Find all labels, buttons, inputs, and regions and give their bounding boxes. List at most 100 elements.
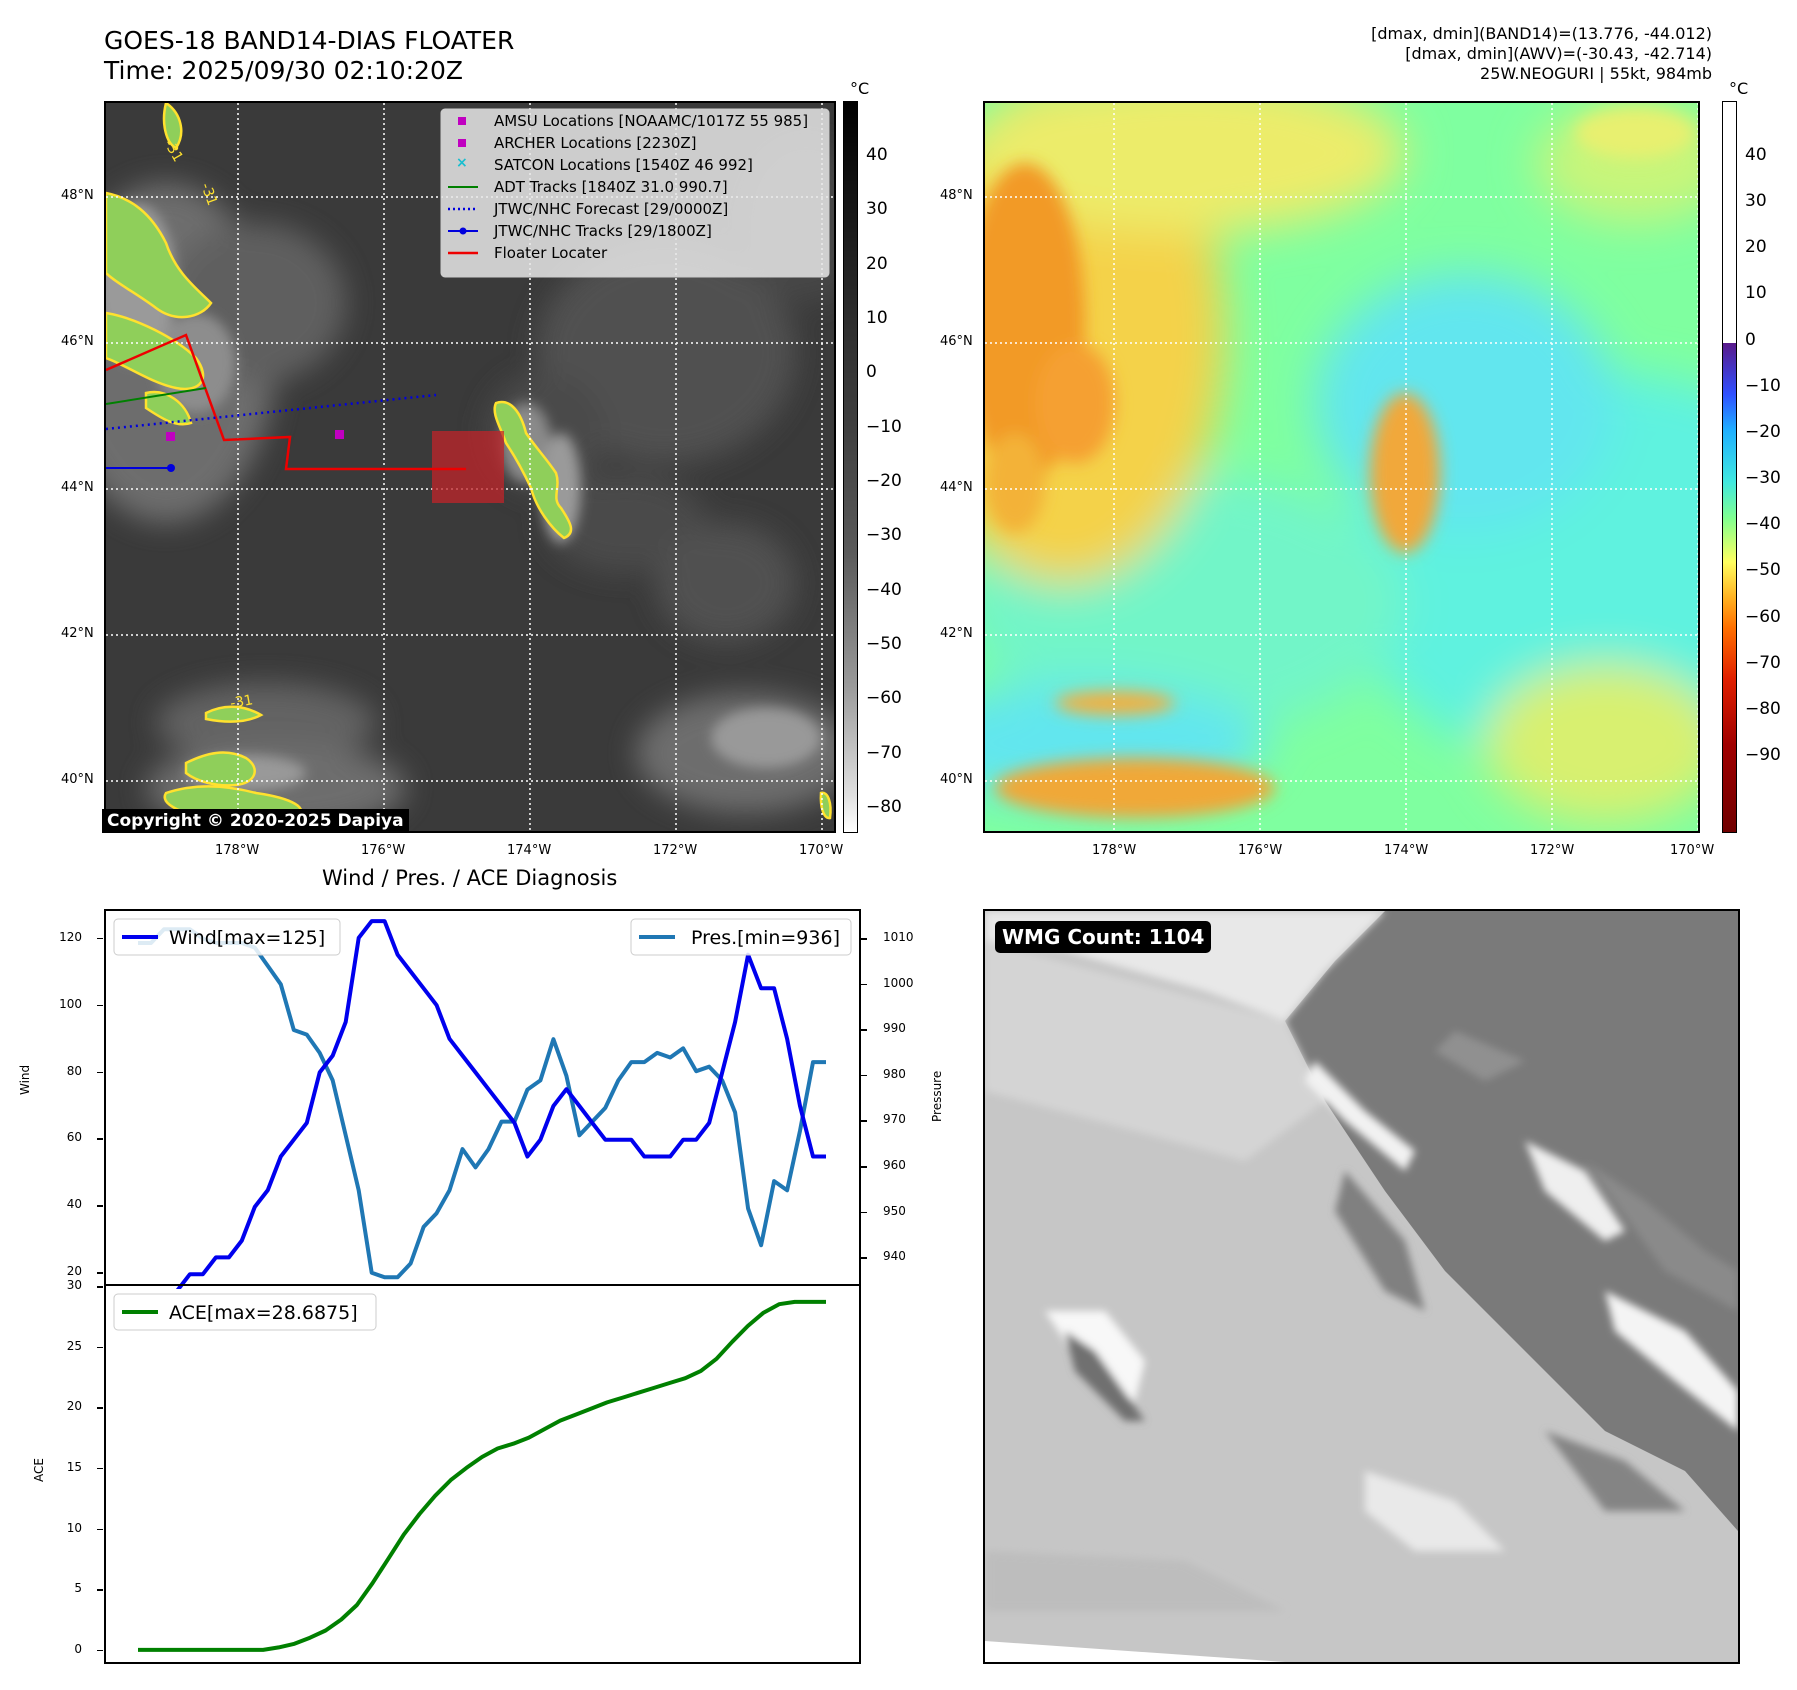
ir-map-image: -31 -31 -31 (106, 103, 834, 831)
figure-time: Time: 2025/09/30 02:10:20Z (104, 56, 463, 85)
colorbar-tick-label: −50 (1745, 560, 1781, 581)
y-tick-mark (97, 1346, 103, 1349)
lat-label: 44°N (61, 480, 94, 495)
lat-label: 40°N (61, 772, 94, 787)
wind-axis-label: Wind (18, 1064, 32, 1095)
y-tick-mark (97, 1272, 103, 1274)
ace-chart: ACE[max=28.6875] (113, 1293, 826, 1652)
colorbar-tick-label: 0 (1745, 329, 1756, 350)
y-tick-mark (97, 1138, 103, 1140)
colorbar-tick-label: −30 (866, 525, 902, 546)
legend-label: AMSU Locations [NOAAMC/1017Z 55 985] (494, 112, 808, 130)
wmg-panel[interactable] (983, 909, 1740, 1664)
colorbar-tick-label: −20 (1745, 421, 1781, 442)
awv-map-panel[interactable] (983, 101, 1700, 833)
y-tick-label: 10 (66, 1520, 82, 1535)
y-tick-label: 950 (883, 1203, 906, 1218)
colorbar-tick-label: −50 (866, 634, 902, 654)
y-tick-label: 980 (883, 1066, 906, 1081)
colorbar-tick-label: −90 (1745, 745, 1781, 765)
band14-range: [dmax, dmin](BAND14)=(13.776, -44.012) (1371, 24, 1712, 43)
y-tick-mark (97, 1004, 103, 1007)
ir-map-panel[interactable]: -31 -31 -31 (104, 101, 836, 833)
lat-label: 48°N (940, 188, 973, 203)
y-tick-mark (97, 1407, 103, 1409)
legend-label: Floater Locater (494, 244, 608, 262)
y-tick-mark (861, 983, 867, 986)
ace-series-line (138, 1299, 826, 1652)
ir-colorbar (843, 101, 858, 833)
y-tick-mark (97, 1071, 103, 1074)
y-tick-label: 25 (66, 1338, 82, 1353)
floater-box[interactable] (432, 431, 504, 503)
legend-label: ARCHER Locations [2230Z] (494, 134, 697, 152)
y-tick-mark (861, 1257, 867, 1259)
legend-satcon-icon: × (456, 155, 468, 171)
y-tick-label: 80 (66, 1063, 82, 1078)
y-tick-mark (97, 1589, 103, 1591)
lat-label: 46°N (61, 334, 94, 349)
legend-archer-icon (458, 139, 466, 147)
jtwc-forecast-track (106, 393, 437, 431)
y-tick-mark (97, 1467, 103, 1470)
colorbar-tick-label: 10 (1745, 283, 1767, 304)
lon-label: 172°W (653, 843, 698, 858)
lon-label: 170°W (799, 843, 844, 858)
lon-label: 176°W (361, 843, 406, 858)
awv-colorbar (1722, 101, 1737, 833)
y-tick-label: 20 (66, 1399, 82, 1414)
y-tick-label: 30 (66, 1278, 82, 1292)
lon-label: 178°W (215, 843, 260, 858)
lat-label: 42°N (940, 626, 973, 641)
awv-map-image (985, 103, 1698, 831)
map-legend: × AMSU Locations [NOAAMC/1017Z 55 985] A… (440, 108, 830, 278)
ace-panel[interactable]: ACE[max=28.6875] (104, 1284, 861, 1664)
y-tick-label: 5 (74, 1581, 82, 1596)
adt-track (106, 387, 207, 405)
y-tick-mark (97, 1205, 103, 1207)
pressure-series-line (138, 927, 826, 1280)
colorbar-tick-label: −70 (1745, 652, 1781, 673)
wind-legend-label: Wind[max=125] (169, 927, 325, 949)
wind-pressure-chart: Wind[max=125] Pres.[min=936] (113, 918, 852, 1289)
ace-legend-label: ACE[max=28.6875] (169, 1302, 358, 1324)
wind-pressure-panel[interactable]: Wind[max=125] Pres.[min=936] (104, 909, 861, 1289)
y-tick-label: 120 (59, 929, 82, 944)
legend-label: ADT Tracks [1840Z 31.0 990.7] (494, 178, 728, 196)
colorbar-tick-label: −70 (866, 742, 902, 763)
legend-label: JTWC/NHC Forecast [29/0000Z] (493, 200, 728, 218)
amsu-location-marker[interactable] (166, 432, 175, 441)
contour-label: -31 (197, 181, 220, 208)
y-tick-label: 1010 (883, 930, 914, 945)
colorbar-tick-label: 30 (1745, 191, 1767, 212)
diagnosis-title: Wind / Pres. / ACE Diagnosis (322, 866, 618, 890)
lat-label: 42°N (61, 626, 94, 641)
y-tick-label: 990 (883, 1021, 906, 1036)
legend-amsu-icon (458, 117, 466, 125)
lon-label: 174°W (507, 843, 552, 858)
y-tick-label: 20 (66, 1264, 82, 1279)
colorbar-tick-label: 20 (866, 253, 888, 274)
wmg-image (985, 911, 1738, 1662)
y-tick-mark (861, 1211, 867, 1214)
y-tick-label: 1000 (883, 975, 914, 990)
ace-legend: ACE[max=28.6875] (113, 1293, 377, 1331)
y-tick-mark (97, 1649, 103, 1652)
y-tick-label: 40 (66, 1197, 82, 1212)
jtwc-track-point (167, 464, 175, 472)
colorbar-tick-label: −20 (866, 471, 902, 491)
colorbar-tick-label: 20 (1745, 237, 1767, 258)
wind-series-line (138, 919, 826, 1289)
y-tick-label: 0 (74, 1641, 82, 1656)
y-tick-mark (861, 1029, 867, 1031)
colorbar-unit: °C (1729, 79, 1749, 98)
archer-location-marker[interactable] (335, 430, 344, 439)
colorbar-tick-label: −60 (866, 688, 902, 709)
pressure-legend: Pres.[min=936] (630, 918, 852, 956)
colorbar-tick-label: −10 (1745, 375, 1781, 396)
y-tick-label: 60 (66, 1130, 82, 1145)
colorbar-tick-label: −80 (866, 797, 902, 817)
y-tick-mark (97, 937, 103, 940)
y-tick-label: 940 (883, 1249, 906, 1264)
lon-label: 174°W (1384, 843, 1429, 858)
